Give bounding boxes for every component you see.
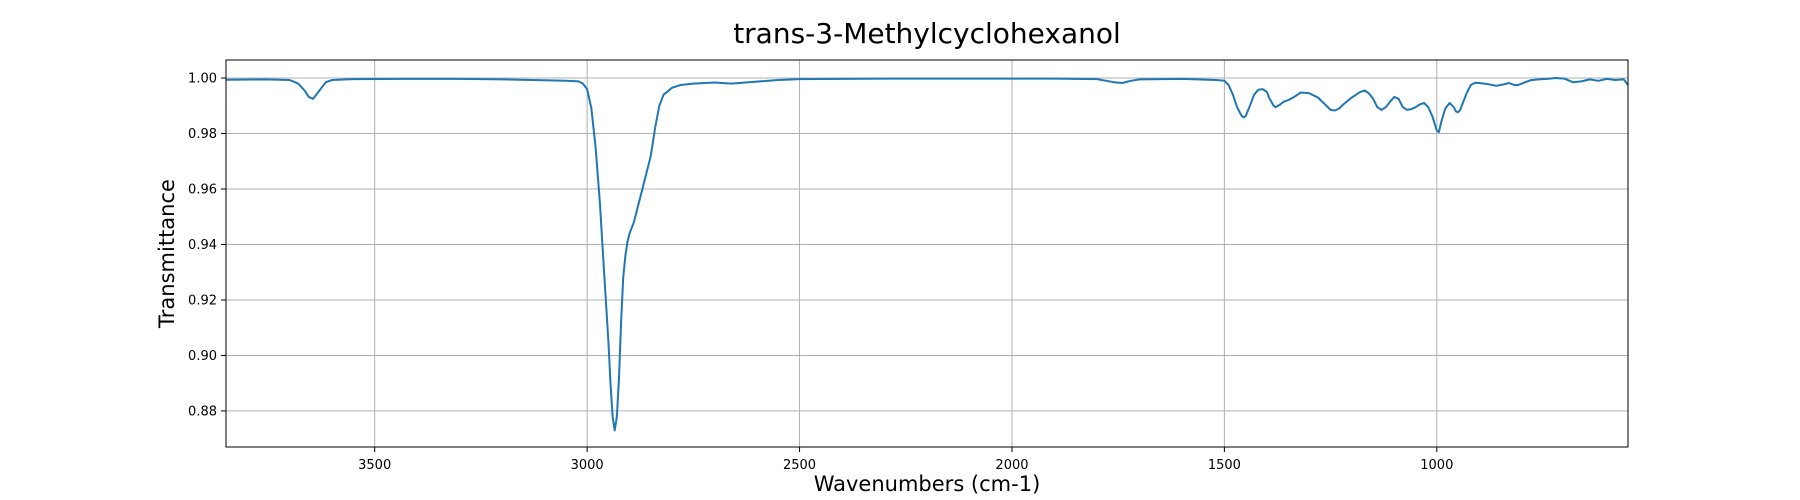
y-tick-label: 0.96 [188,183,217,198]
x-tick-label: 2000 [995,458,1028,473]
y-tick-label: 0.92 [188,293,217,308]
y-axis-label: Transmittance [155,179,179,329]
chart-title: trans-3-Methylcyclohexanol [733,17,1121,50]
x-tick-label: 1500 [1208,458,1241,473]
y-tick-label: 1.00 [188,72,217,87]
x-tick-label: 3000 [571,458,604,473]
spectrum-line [225,77,1629,432]
x-tick-label: 2500 [783,458,816,473]
x-tick-label: 3500 [358,458,391,473]
x-axis-label: Wavenumbers (cm-1) [814,472,1041,496]
y-tick-label: 0.98 [188,127,217,142]
y-tick-label: 0.90 [188,349,217,364]
axis-ticks: 3500 3000 2500 2000 1500 1000 0.88 0.90 0.92 0.94… [188,72,1453,473]
series [225,77,1629,432]
x-tick-label: 1000 [1420,458,1453,473]
y-tick-label: 0.94 [188,238,217,253]
y-tick-label: 0.88 [188,404,217,419]
plot-frame [225,59,1629,448]
